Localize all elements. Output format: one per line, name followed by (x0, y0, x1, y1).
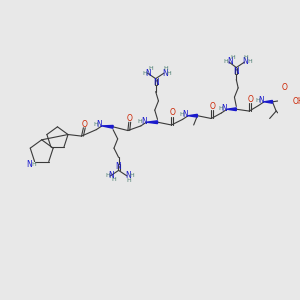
Text: OH: OH (292, 97, 300, 106)
Text: O: O (169, 108, 175, 117)
Text: N: N (153, 78, 159, 87)
Text: H: H (230, 55, 235, 60)
Text: O: O (209, 102, 215, 111)
Text: H: H (218, 106, 223, 111)
Text: H: H (255, 98, 260, 104)
Text: N: N (243, 58, 248, 67)
Polygon shape (264, 100, 272, 103)
Text: H: H (31, 162, 36, 167)
Text: H: H (93, 122, 98, 128)
Text: N: N (141, 117, 146, 126)
Text: N: N (162, 69, 168, 78)
Text: H: H (105, 173, 110, 178)
Text: N: N (227, 58, 233, 67)
Text: O: O (247, 94, 253, 103)
Text: N: N (108, 171, 114, 180)
Text: H: H (138, 119, 142, 124)
Polygon shape (146, 121, 158, 124)
Text: O: O (281, 83, 287, 92)
Text: H: H (126, 178, 131, 183)
Text: H: H (166, 70, 171, 76)
Text: N: N (233, 67, 239, 76)
Text: N: N (26, 160, 32, 169)
Polygon shape (102, 125, 113, 128)
Text: N: N (221, 104, 227, 113)
Polygon shape (188, 114, 197, 117)
Text: N: N (96, 121, 102, 130)
Text: O: O (81, 120, 87, 129)
Text: H: H (112, 177, 116, 182)
Text: N: N (258, 96, 264, 105)
Polygon shape (227, 108, 236, 111)
Text: H: H (149, 66, 153, 71)
Text: O: O (127, 114, 133, 123)
Text: H: H (164, 66, 168, 71)
Text: N: N (116, 162, 122, 171)
Text: N: N (182, 110, 188, 119)
Text: H: H (243, 55, 248, 60)
Text: H: H (129, 173, 134, 178)
Text: H: H (179, 112, 184, 117)
Text: H: H (142, 70, 147, 76)
Text: H: H (247, 59, 252, 64)
Text: N: N (125, 171, 131, 180)
Text: H: H (224, 59, 229, 64)
Text: N: N (146, 69, 151, 78)
